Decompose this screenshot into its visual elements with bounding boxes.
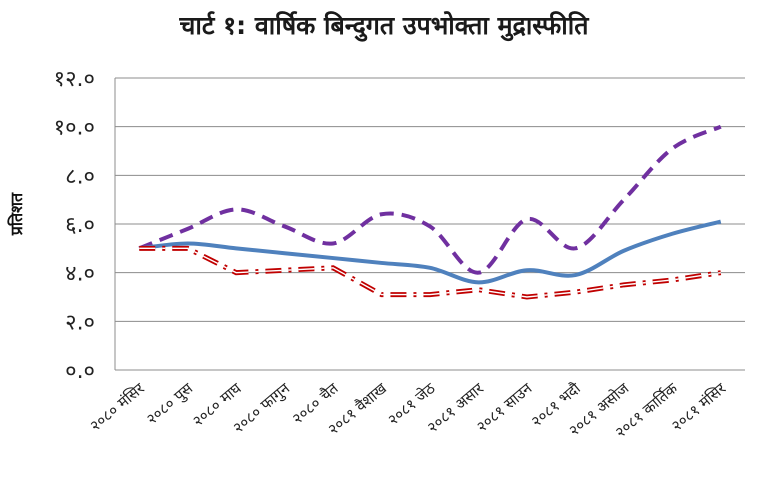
series-1 (139, 219, 722, 285)
x-tick-label: २०८० पुस (143, 379, 198, 429)
x-tick-label: २०८१ साउन (473, 379, 536, 436)
x-tick-label: २०८० मंसिर (86, 379, 148, 435)
series-line (138, 124, 722, 275)
chart-title: चार्ट १: वार्षिक बिन्दुगत उपभोक्ता मुद्र… (179, 11, 589, 40)
series-0 (138, 124, 722, 275)
y-tick-label: ६.० (65, 213, 95, 238)
y-tick-labels: ०.० २.० ४.० ६.० ८.० १०.० १२.० (54, 67, 95, 384)
grid-layer (115, 77, 745, 371)
y-axis-label: प्रतिशत (7, 192, 26, 236)
y-tick-label: ०.० (65, 359, 95, 384)
series-2 (139, 245, 722, 300)
y-tick-label: १०.० (54, 116, 95, 141)
y-tick-label: ८.० (65, 164, 95, 189)
series-layer (138, 124, 722, 300)
y-tick-label: २.० (65, 310, 95, 335)
y-tick-label: ४.० (65, 262, 95, 287)
series-line (139, 219, 722, 285)
y-tick-label: १२.० (54, 67, 95, 92)
x-tick-label: २०८१ मंसिर (668, 379, 730, 435)
